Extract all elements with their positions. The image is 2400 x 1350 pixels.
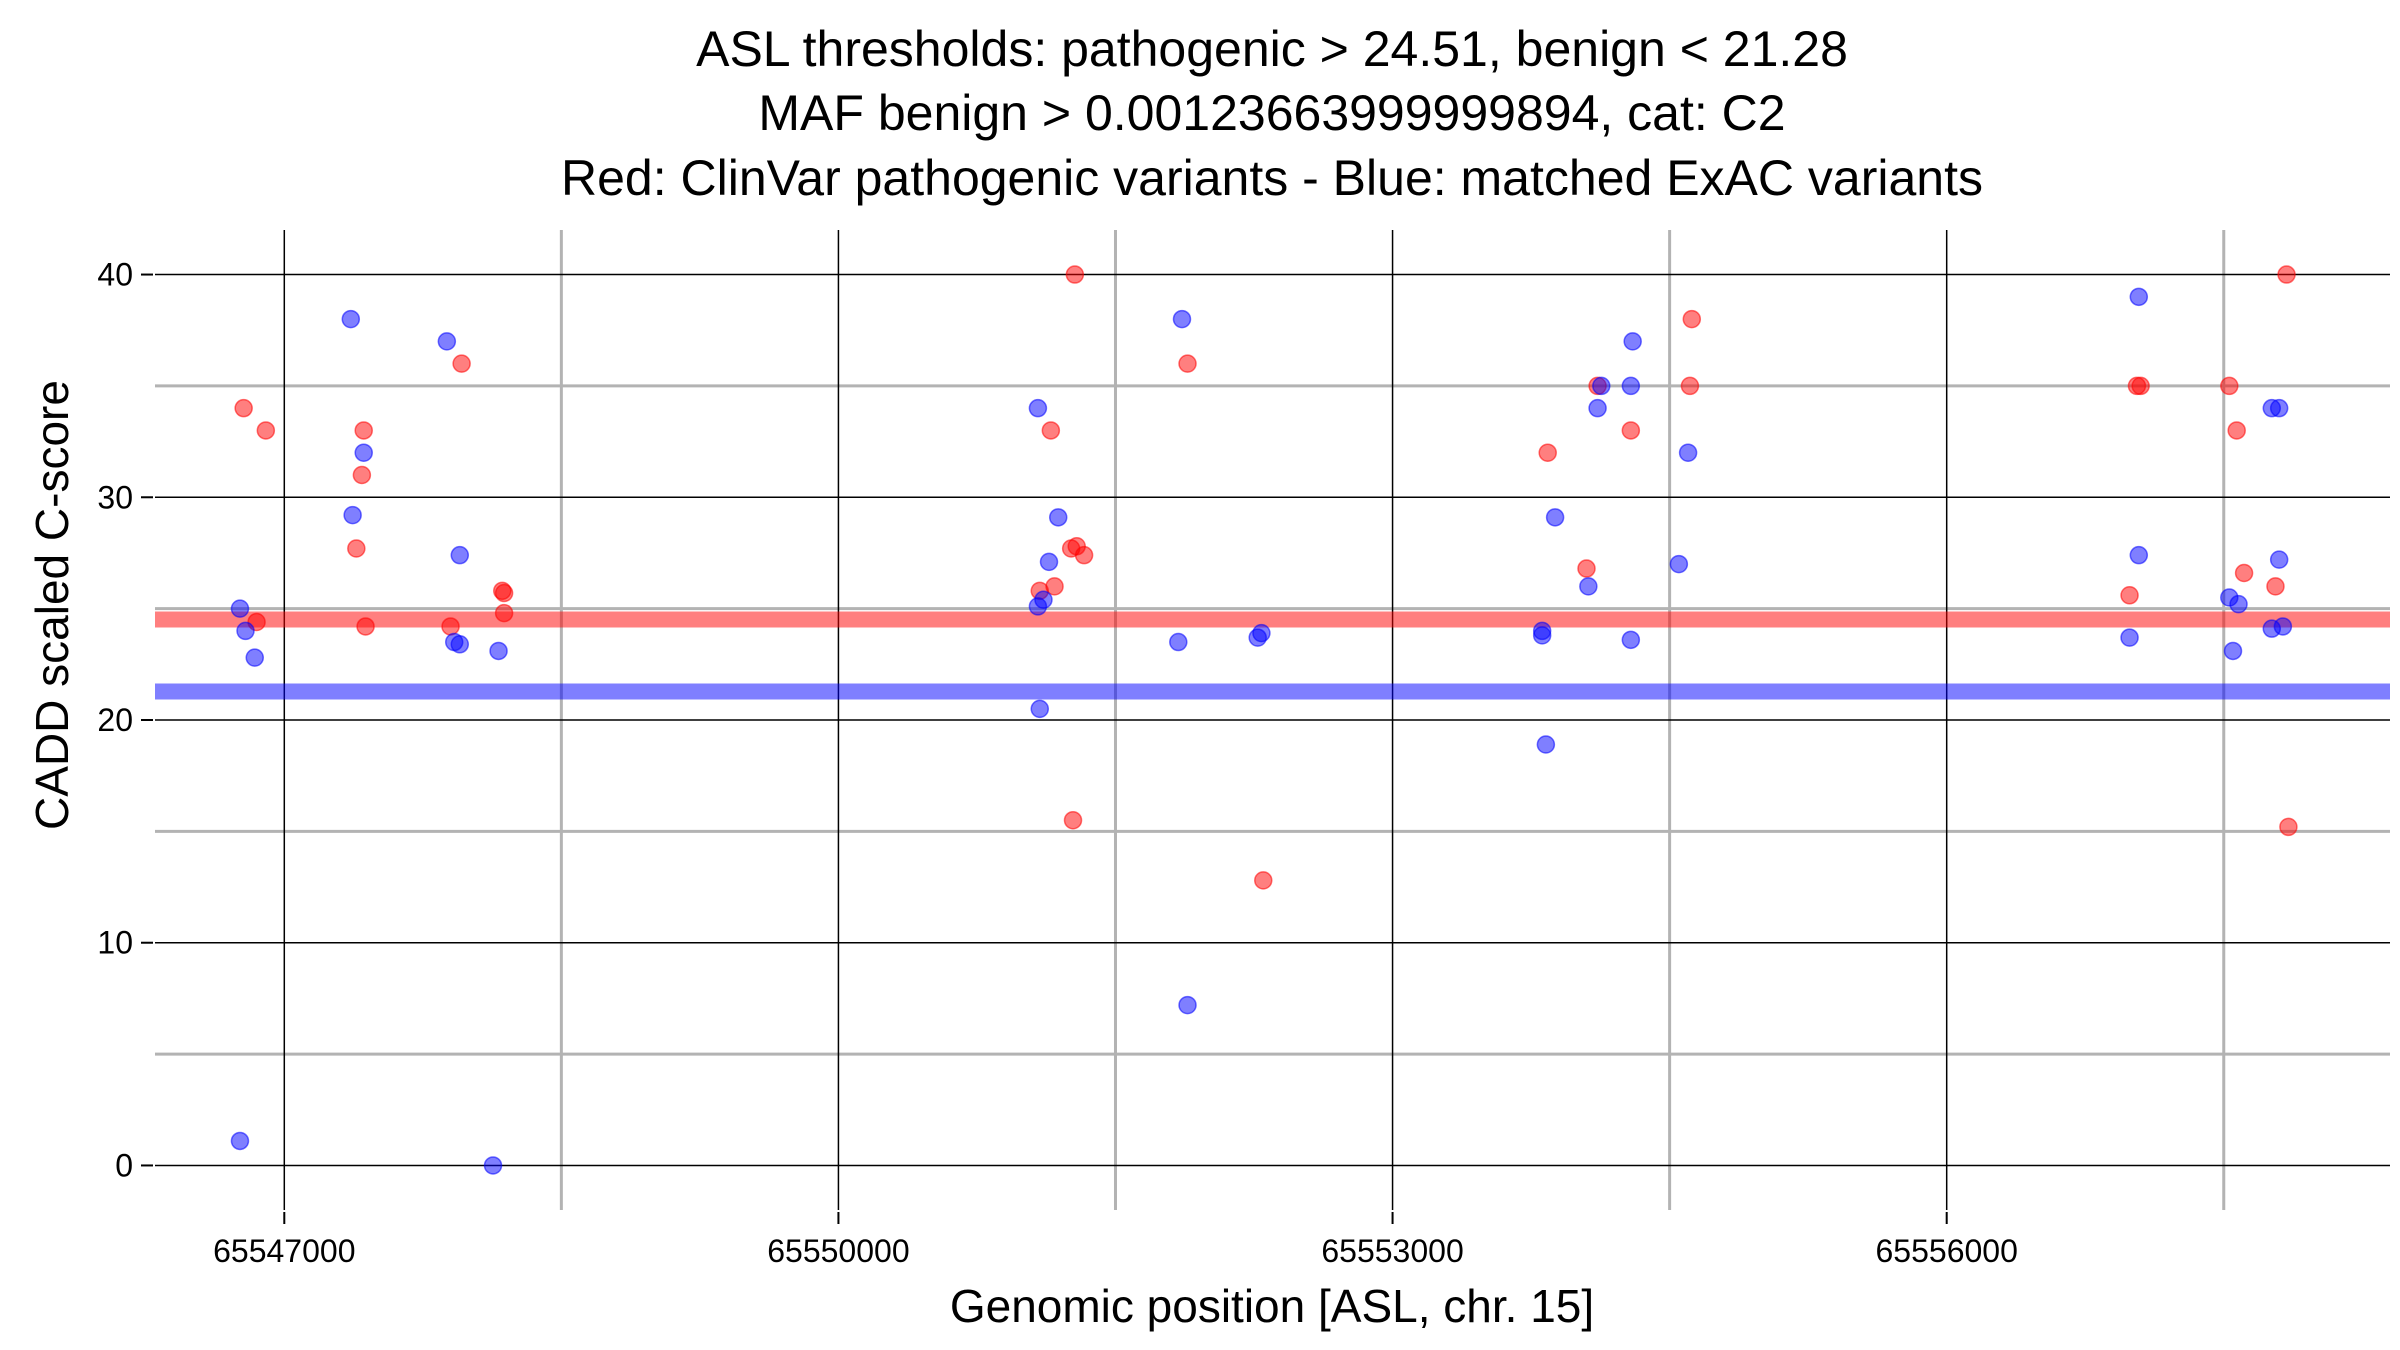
benign-point bbox=[1028, 398, 1048, 418]
benign-point bbox=[1039, 552, 1059, 572]
benign-point bbox=[230, 1131, 250, 1151]
pathogenic-point bbox=[1041, 421, 1061, 440]
benign-point bbox=[341, 309, 361, 329]
pathogenic-point bbox=[2279, 817, 2298, 837]
pathogenic-point bbox=[2220, 376, 2239, 396]
pathogenic-point bbox=[494, 583, 514, 603]
benign-point bbox=[2223, 641, 2243, 661]
y-tick-label: 10 bbox=[97, 925, 133, 961]
pathogenic-point bbox=[441, 617, 460, 636]
pathogenic-point bbox=[1577, 559, 1596, 578]
y-axis-label: CADD scaled C-score bbox=[26, 380, 78, 830]
benign-point bbox=[2269, 398, 2289, 418]
benign-point bbox=[1579, 577, 1598, 596]
benign-point bbox=[483, 1156, 503, 1175]
benign-point bbox=[2273, 617, 2293, 636]
pathogenic-point bbox=[2227, 421, 2246, 440]
pathogenic-point bbox=[494, 603, 514, 623]
chart-title: ASL thresholds: pathogenic > 24.51, beni… bbox=[561, 21, 1983, 206]
benign-point bbox=[1621, 376, 1641, 396]
x-tick-label: 65547000 bbox=[213, 1233, 355, 1269]
x-tick-label: 65550000 bbox=[767, 1233, 909, 1269]
benign-point bbox=[1669, 554, 1689, 574]
threshold-lines bbox=[155, 611, 2390, 700]
pathogenic-point bbox=[1682, 309, 1702, 329]
pathogenic-point bbox=[452, 354, 471, 373]
pathogenic-point bbox=[2266, 577, 2285, 596]
benign-point bbox=[1252, 623, 1271, 643]
pathogenic-point bbox=[2277, 265, 2296, 284]
benign-point bbox=[236, 621, 255, 641]
benign-point bbox=[2229, 594, 2248, 614]
benign-point bbox=[1536, 735, 1556, 754]
benign-point bbox=[1623, 332, 1642, 351]
x-tick-label: 65553000 bbox=[1321, 1233, 1463, 1269]
benign-point bbox=[489, 641, 508, 661]
pathogenic-point bbox=[2120, 586, 2139, 605]
pathogenic-point bbox=[1061, 539, 1081, 558]
data-points bbox=[230, 265, 2298, 1175]
pathogenic-point bbox=[1538, 443, 1557, 462]
benign-point bbox=[1621, 630, 1641, 650]
pathogenic-point bbox=[1065, 265, 1085, 284]
benign-point bbox=[1178, 995, 1197, 1015]
pathogenic-point bbox=[347, 539, 366, 558]
benign-point bbox=[2269, 550, 2289, 569]
pathogenic-point bbox=[1178, 354, 1197, 373]
benign-point bbox=[1588, 398, 1607, 418]
benign-point bbox=[450, 545, 470, 565]
pathogenic-point bbox=[352, 465, 372, 485]
pathogenic-point bbox=[1254, 871, 1273, 890]
benign-point bbox=[2129, 287, 2149, 307]
benign-point bbox=[245, 648, 264, 667]
grid bbox=[155, 230, 2390, 1210]
benign-point bbox=[1030, 699, 1050, 719]
benign-point bbox=[2129, 545, 2149, 565]
benign-point bbox=[1048, 508, 1068, 527]
pathogenic-point bbox=[1621, 421, 1641, 440]
pathogenic-point bbox=[2127, 376, 2147, 396]
pathogenic-point bbox=[256, 421, 276, 440]
title-line-1: ASL thresholds: pathogenic > 24.51, beni… bbox=[696, 21, 1848, 77]
benign-point bbox=[437, 332, 457, 351]
x-axis-label: Genomic position [ASL, chr. 15] bbox=[950, 1280, 1594, 1332]
pathogenic-point bbox=[354, 421, 373, 440]
y-tick-label: 0 bbox=[115, 1147, 133, 1183]
pathogenic-point bbox=[234, 398, 253, 418]
benign-point bbox=[354, 443, 373, 462]
title-line-2: MAF benign > 0.00123663999999894, cat: C… bbox=[758, 85, 1785, 141]
benign-point bbox=[1592, 376, 1611, 396]
benign-point bbox=[1169, 632, 1188, 652]
benign-point bbox=[1028, 597, 1048, 616]
pathogenic-point bbox=[1680, 376, 1700, 396]
axes: 65547000 65550000 65553000 65556000 0 10 20 30 4… bbox=[97, 257, 2017, 1269]
pathogenic-point bbox=[2234, 563, 2254, 583]
benign-point bbox=[230, 599, 250, 618]
benign-point bbox=[343, 505, 362, 525]
x-tick-label: 65556000 bbox=[1876, 1233, 2018, 1269]
pathogenic-point bbox=[356, 617, 375, 636]
pathogenic-point bbox=[1045, 577, 1064, 596]
benign-point bbox=[1172, 309, 1192, 329]
y-tick-label: 30 bbox=[97, 479, 133, 515]
y-tick-label: 40 bbox=[97, 257, 133, 293]
benign-point bbox=[1545, 508, 1565, 527]
benign-point bbox=[450, 635, 470, 654]
benign-point bbox=[1532, 626, 1552, 645]
pathogenic-point bbox=[1063, 810, 1083, 830]
y-tick-label: 20 bbox=[97, 702, 133, 738]
title-line-3: Red: ClinVar pathogenic variants - Blue:… bbox=[561, 150, 1983, 206]
benign-point bbox=[1678, 443, 1698, 462]
benign-point bbox=[2120, 628, 2139, 647]
